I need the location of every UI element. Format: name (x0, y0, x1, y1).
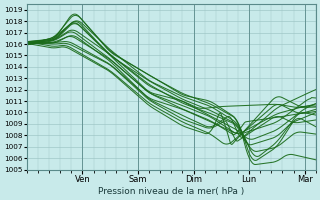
X-axis label: Pression niveau de la mer( hPa ): Pression niveau de la mer( hPa ) (98, 187, 244, 196)
